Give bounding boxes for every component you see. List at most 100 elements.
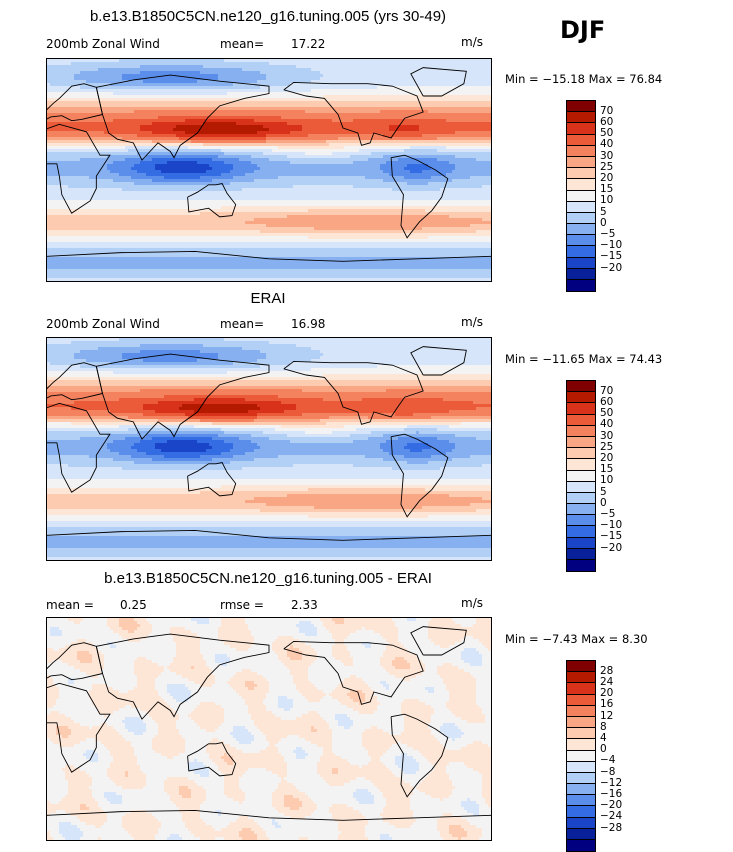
field-cell	[302, 152, 306, 156]
field-cell	[338, 71, 342, 75]
field-cell	[263, 104, 267, 108]
field-cell	[68, 65, 72, 69]
field-cell	[83, 65, 87, 69]
field-cell	[272, 86, 276, 90]
field-cell	[176, 125, 180, 129]
field-cell	[263, 68, 267, 72]
field-cell	[122, 98, 126, 102]
field-cell	[404, 62, 408, 66]
field-cell	[194, 146, 198, 150]
field-cell	[215, 155, 219, 159]
field-cell	[323, 89, 327, 93]
field-cell	[461, 131, 465, 135]
field-cell	[293, 113, 297, 117]
field-cell	[161, 134, 165, 138]
field-cell	[152, 98, 156, 102]
field-cell	[452, 125, 456, 129]
field-cell	[59, 149, 63, 153]
field-cell	[230, 98, 234, 102]
field-cell	[173, 65, 177, 69]
field-cell	[68, 95, 72, 99]
field-cell	[437, 83, 441, 87]
field-cell	[284, 77, 288, 81]
field-cell	[440, 86, 444, 90]
field-cell	[428, 140, 432, 144]
field-cell	[257, 158, 261, 162]
field-cell	[173, 71, 177, 75]
field-cell	[377, 98, 381, 102]
field-cell	[404, 65, 408, 69]
field-cell	[290, 131, 294, 135]
field-cell	[80, 134, 84, 138]
field-cell	[83, 143, 87, 147]
field-cell	[476, 101, 480, 105]
field-cell	[299, 83, 303, 87]
field-cell	[257, 128, 261, 132]
field-cell	[245, 74, 249, 78]
field-cell	[275, 77, 279, 81]
field-cell	[326, 59, 330, 63]
field-cell	[167, 77, 171, 81]
field-cell	[341, 71, 345, 75]
field-cell	[425, 86, 429, 90]
field-cell	[74, 98, 78, 102]
field-cell	[182, 152, 186, 156]
field-cell	[227, 143, 231, 147]
field-cell	[152, 113, 156, 117]
field-cell	[374, 155, 378, 159]
field-cell	[164, 155, 168, 159]
field-cell	[425, 113, 429, 117]
field-cell	[302, 122, 306, 126]
field-cell	[113, 101, 117, 105]
field-cell	[77, 122, 81, 126]
field-cell	[86, 71, 90, 75]
field-cell	[308, 74, 312, 78]
field-cell	[104, 143, 108, 147]
field-cell	[179, 128, 183, 132]
field-cell	[263, 155, 267, 159]
field-cell	[221, 98, 225, 102]
field-cell	[197, 62, 201, 66]
field-cell	[74, 74, 78, 78]
field-cell	[461, 101, 465, 105]
field-cell	[83, 146, 87, 150]
field-cell	[251, 149, 255, 153]
field-cell	[218, 146, 222, 150]
field-cell	[173, 59, 177, 63]
field-cell	[110, 74, 114, 78]
field-cell	[182, 107, 186, 111]
field-cell	[464, 83, 468, 87]
field-cell	[371, 122, 375, 126]
field-cell	[413, 89, 417, 93]
field-cell	[131, 113, 135, 117]
field-cell	[473, 134, 477, 138]
field-cell	[158, 65, 162, 69]
field-cell	[83, 98, 87, 102]
field-cell	[437, 98, 441, 102]
field-cell	[227, 86, 231, 90]
field-cell	[158, 131, 162, 135]
field-cell	[242, 140, 246, 144]
field-cell	[467, 119, 471, 123]
field-cell	[251, 140, 255, 144]
field-cell	[437, 152, 441, 156]
field-cell	[401, 110, 405, 114]
field-cell	[248, 77, 252, 81]
field-cell	[113, 113, 117, 117]
field-cell	[194, 68, 198, 72]
field-cell	[419, 137, 423, 141]
field-cell	[86, 128, 90, 132]
field-cell	[185, 110, 189, 114]
field-cell	[47, 62, 51, 66]
field-cell	[176, 68, 180, 72]
field-cell	[326, 134, 330, 138]
field-cell	[215, 68, 219, 72]
field-cell	[227, 116, 231, 120]
field-cell	[266, 71, 270, 75]
field-cell	[359, 98, 363, 102]
field-cell	[68, 104, 72, 108]
field-cell	[221, 140, 225, 144]
field-cell	[185, 95, 189, 99]
field-cell	[386, 122, 390, 126]
field-cell	[380, 101, 384, 105]
